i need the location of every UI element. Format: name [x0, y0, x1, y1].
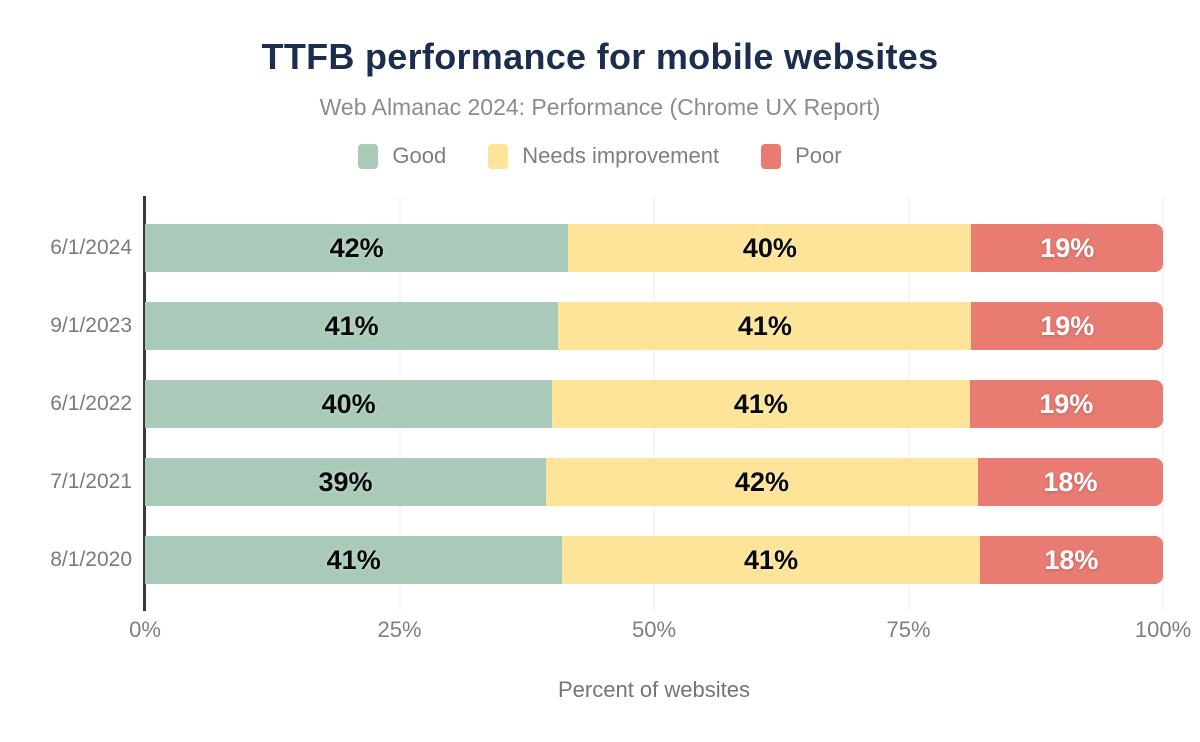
bar-segment-label: 41%: [737, 310, 792, 341]
legend-swatch-icon: [488, 143, 509, 169]
row-label: 7/1/2021: [50, 470, 132, 493]
bar-segment: 18%: [979, 536, 1163, 584]
bar-segment-label: 18%: [1044, 544, 1099, 575]
legend-label: Good: [392, 143, 447, 168]
bar-row: 9/1/2023 41% 41% 19%: [50, 302, 1163, 350]
bar-segment-label: 41%: [326, 544, 381, 575]
bar-segment-label: 42%: [734, 466, 789, 497]
bar-track: 42% 40% 19%: [145, 224, 1163, 272]
legend-label: Poor: [795, 143, 842, 168]
y-axis-line: [143, 196, 146, 611]
gridline: [1162, 196, 1164, 611]
bar-segment-label: 42%: [329, 232, 384, 263]
bar-segment-label: 40%: [742, 232, 797, 263]
bar-track: 40% 41% 19%: [145, 380, 1163, 428]
bar-segment: 19%: [971, 224, 1163, 272]
plot-area: 6/1/2024 42% 40% 19% 9/1/2023 41% 41% 19% 6/1/20…: [50, 196, 1164, 611]
bar-segment: 41%: [562, 536, 980, 584]
bar-segment-label: 19%: [1040, 310, 1095, 341]
bar-rows: 6/1/2024 42% 40% 19% 9/1/2023 41% 41% 19% 6/1/20…: [50, 224, 1163, 584]
bar-segment: 41%: [552, 380, 970, 428]
bar-segment-label: 41%: [733, 388, 788, 419]
chart-subtitle: Web Almanac 2024: Performance (Chrome UX…: [319, 94, 881, 120]
bar-segment-label: 41%: [324, 310, 379, 341]
bar-segment: 40%: [568, 224, 972, 272]
bar-track: 41% 41% 18%: [145, 536, 1163, 584]
legend-item: Needs improvement: [488, 143, 719, 169]
legend-label: Needs improvement: [522, 143, 720, 168]
bar-segment: 18%: [977, 458, 1163, 506]
row-label: 9/1/2023: [50, 314, 132, 337]
bar-segment-label: 40%: [321, 388, 376, 419]
bar-track: 41% 41% 19%: [145, 302, 1163, 350]
bar-segment-label: 19%: [1040, 232, 1095, 263]
legend: Good Needs improvement Poor: [0, 143, 1200, 169]
bar-segment-label: 19%: [1039, 388, 1094, 419]
bar-track: 39% 42% 18%: [145, 458, 1163, 506]
x-tick-label: 100%: [1134, 617, 1192, 642]
x-axis-title: Percent of websites: [558, 677, 750, 702]
bar-segment: 40%: [145, 380, 553, 428]
row-label: 8/1/2020: [50, 548, 132, 571]
legend-swatch-icon: [358, 143, 379, 169]
chart-body: 6/1/2024 42% 40% 19% 9/1/2023 41% 41% 19% 6/1/20…: [0, 196, 1200, 643]
x-tick-label: 75%: [886, 617, 931, 642]
bar-segment-label: 41%: [744, 544, 799, 575]
bar-segment-label: 39%: [318, 466, 373, 497]
x-axis-ticks: 0% 25% 50% 75% 100%: [129, 617, 1191, 643]
bar-segment: 39%: [145, 458, 547, 506]
legend-item: Poor: [761, 143, 842, 169]
bar-segment: 42%: [546, 458, 978, 506]
bar-row: 7/1/2021 39% 42% 18%: [50, 458, 1163, 506]
bar-segment: 41%: [145, 302, 559, 350]
bar-segment-label: 18%: [1043, 466, 1098, 497]
bar-segment: 19%: [971, 302, 1163, 350]
bar-row: 8/1/2020 41% 41% 18%: [50, 536, 1163, 584]
x-tick-label: 25%: [377, 617, 422, 642]
x-tick-label: 50%: [631, 617, 677, 642]
row-label: 6/1/2022: [50, 392, 132, 415]
page-root: TTFB performance for mobile websites Web…: [0, 36, 1200, 703]
bar-segment: 41%: [558, 302, 972, 350]
legend-swatch-icon: [761, 143, 782, 169]
chart-title: TTFB performance for mobile websites: [261, 36, 939, 77]
bar-segment: 19%: [969, 380, 1163, 428]
bar-segment: 41%: [145, 536, 563, 584]
bar-row: 6/1/2022 40% 41% 19%: [50, 380, 1163, 428]
row-label: 6/1/2024: [50, 236, 132, 259]
legend-item: Good: [358, 143, 446, 169]
x-tick-label: 0%: [129, 617, 161, 642]
bar-row: 6/1/2024 42% 40% 19%: [50, 224, 1163, 272]
bar-segment: 42%: [145, 224, 569, 272]
